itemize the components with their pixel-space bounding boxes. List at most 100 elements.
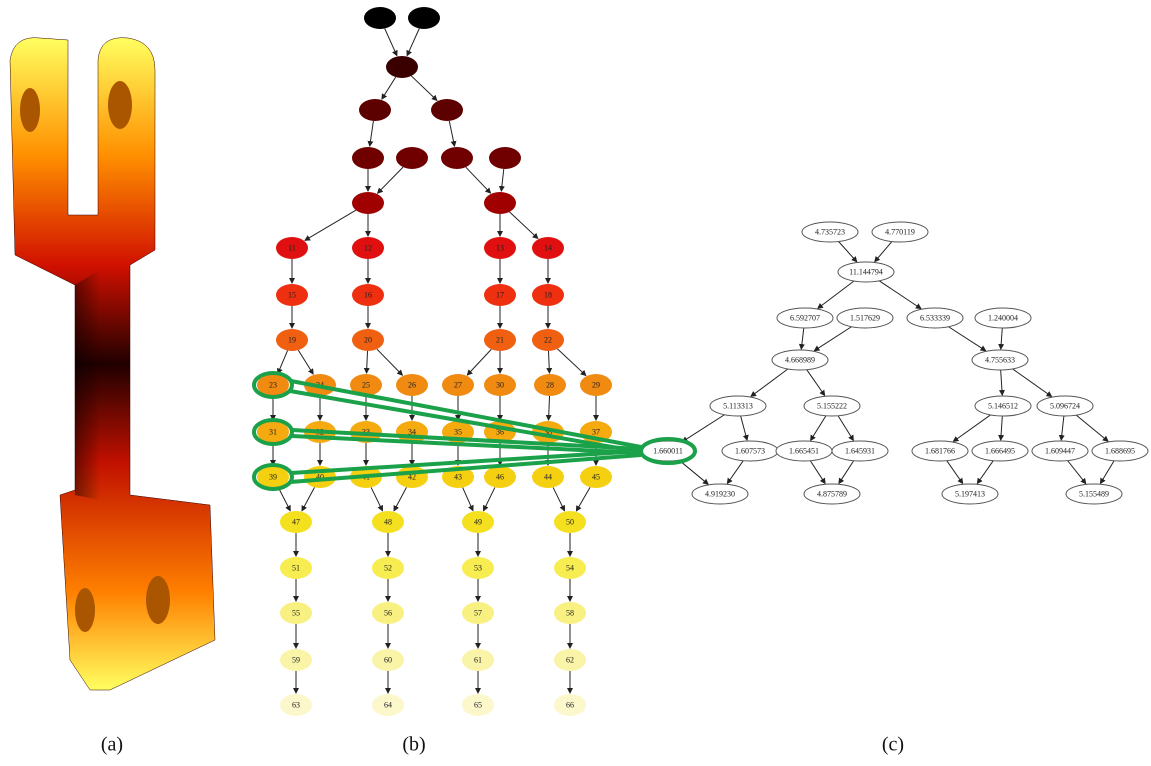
edge <box>378 167 403 193</box>
node-label: 30 <box>496 380 504 389</box>
edge <box>839 242 857 262</box>
edge <box>1076 415 1108 441</box>
node-label: 61 <box>474 655 482 664</box>
node-label: 25 <box>362 380 370 389</box>
panel-label: (c) <box>882 734 904 756</box>
node-label: 64 <box>384 700 392 709</box>
node-label: 60 <box>384 655 392 664</box>
node-label: 47 <box>292 517 300 526</box>
edge <box>278 351 288 374</box>
edge <box>751 369 788 396</box>
node <box>386 56 418 78</box>
node <box>396 147 428 169</box>
node-label: 1.645931 <box>845 446 875 455</box>
edge <box>501 169 503 191</box>
node-label: 63 <box>292 700 300 709</box>
edge <box>741 416 747 440</box>
node-label: 5.197413 <box>955 489 985 498</box>
node <box>364 7 396 29</box>
node-label: 45 <box>592 472 600 481</box>
edge <box>1001 328 1003 349</box>
edge <box>407 29 419 56</box>
edge <box>576 487 590 511</box>
edge <box>879 281 921 309</box>
node-label: 5.146512 <box>988 401 1018 410</box>
node-label: 51 <box>292 563 300 572</box>
node-label: 57 <box>474 608 482 617</box>
node-label: 4.735723 <box>815 227 845 236</box>
edge <box>557 349 585 376</box>
node-label: 16 <box>364 290 372 299</box>
nodes: 1112131415161718192021222324252627302829… <box>257 7 1148 716</box>
node <box>489 147 521 169</box>
node-label: 55 <box>292 608 300 617</box>
edge <box>810 461 825 484</box>
edge <box>466 167 491 193</box>
edge <box>875 242 892 262</box>
edge <box>553 487 564 510</box>
node-label: 29 <box>592 380 600 389</box>
edge <box>302 487 315 510</box>
node-label: 52 <box>384 563 392 572</box>
node-label: 14 <box>544 243 552 252</box>
node-label: 50 <box>566 517 574 526</box>
node-label: 23 <box>269 380 277 389</box>
node-label: 19 <box>288 335 296 344</box>
node-label: 65 <box>474 700 482 709</box>
node <box>352 147 384 169</box>
edge <box>1100 461 1114 484</box>
node-label: 31 <box>269 427 277 436</box>
edge <box>839 461 854 484</box>
figure: 1112131415161718192021222324252627302829… <box>0 0 1151 766</box>
node-label: 17 <box>496 290 504 299</box>
node-label: 5.155222 <box>817 401 847 410</box>
edge <box>298 350 313 374</box>
node-label: 53 <box>474 563 482 572</box>
node-label: 5.113313 <box>723 401 753 410</box>
node-label: 26 <box>408 380 416 389</box>
edge <box>548 351 549 373</box>
edge <box>377 349 402 375</box>
node-label: 5.155489 <box>1079 489 1109 498</box>
node-label: 1.517629 <box>850 313 880 322</box>
panel-label: (b) <box>402 734 425 756</box>
edge <box>949 327 986 351</box>
node-label: 15 <box>288 290 296 299</box>
node-label: 20 <box>364 335 372 344</box>
edge <box>814 327 851 351</box>
node-label: 5.096724 <box>1050 401 1080 410</box>
edge <box>1001 416 1003 440</box>
edge <box>801 328 804 349</box>
part-render <box>10 38 215 690</box>
edge <box>549 396 550 420</box>
node-label: 6.592707 <box>790 313 820 322</box>
edge <box>463 488 473 511</box>
node-label: 59 <box>292 655 300 664</box>
node-label: 21 <box>496 335 504 344</box>
node-label: 35 <box>454 427 462 436</box>
node-label: 1.660011 <box>653 446 683 455</box>
edge <box>467 349 491 375</box>
node-label: 11.144794 <box>849 267 883 276</box>
edge <box>818 281 854 308</box>
node-label: 56 <box>384 608 392 617</box>
edge <box>385 29 397 56</box>
edge <box>838 416 853 441</box>
edge <box>367 351 368 373</box>
node-label: 4.668989 <box>785 355 815 364</box>
node-label: 1.607573 <box>735 446 765 455</box>
node-label: 1.665451 <box>789 446 819 455</box>
node-label: 66 <box>566 700 574 709</box>
node <box>441 147 473 169</box>
edge <box>509 212 537 239</box>
node-label: 28 <box>546 380 554 389</box>
node <box>359 99 391 121</box>
node-label: 62 <box>566 655 574 664</box>
node-label: 39 <box>269 472 277 481</box>
node-label: 49 <box>474 517 482 526</box>
edge <box>977 461 993 484</box>
node <box>431 99 463 121</box>
node <box>352 192 384 214</box>
node-label: 6.533339 <box>920 313 950 322</box>
edge <box>370 121 374 146</box>
